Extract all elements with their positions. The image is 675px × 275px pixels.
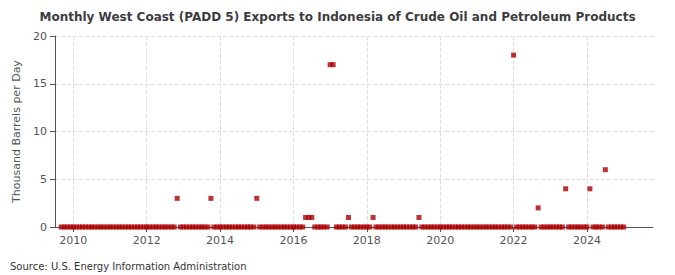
svg-text:20: 20: [33, 30, 47, 43]
svg-text:2024: 2024: [573, 234, 601, 247]
svg-text:2016: 2016: [279, 234, 307, 247]
svg-text:2018: 2018: [353, 234, 381, 247]
svg-text:2012: 2012: [133, 234, 161, 247]
svg-text:2020: 2020: [426, 234, 454, 247]
svg-text:2022: 2022: [500, 234, 528, 247]
svg-text:Thousand Barrels per Day: Thousand Barrels per Day: [10, 60, 23, 204]
svg-text:0: 0: [40, 221, 47, 234]
svg-text:2010: 2010: [59, 234, 87, 247]
svg-text:10: 10: [33, 125, 47, 138]
svg-text:15: 15: [33, 77, 47, 90]
svg-text:Source: U.S. Energy Informatio: Source: U.S. Energy Information Administ…: [10, 261, 247, 272]
svg-text:Monthly West Coast (PADD 5) Ex: Monthly West Coast (PADD 5) Exports to I…: [39, 10, 635, 24]
svg-text:2014: 2014: [206, 234, 234, 247]
svg-text:5: 5: [40, 173, 47, 186]
